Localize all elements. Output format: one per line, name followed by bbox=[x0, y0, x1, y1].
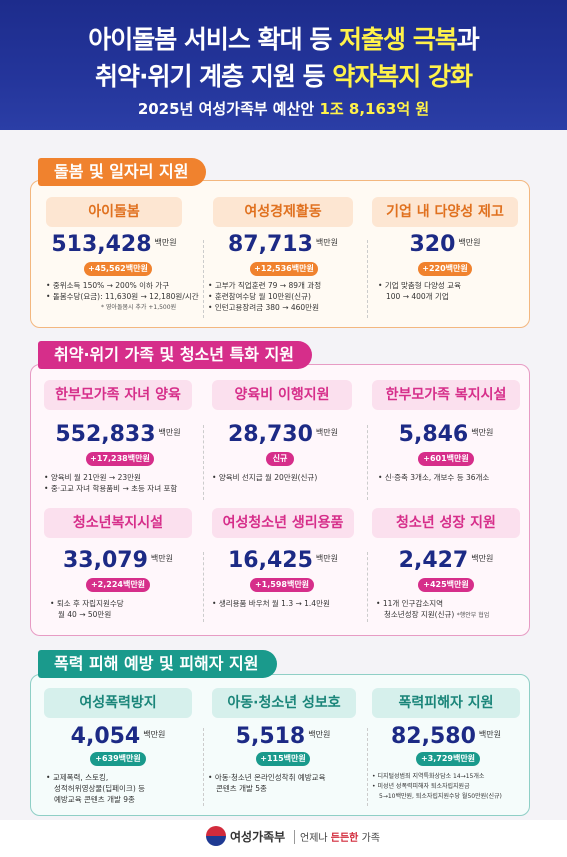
divider bbox=[367, 240, 368, 318]
divider bbox=[203, 240, 204, 318]
card-change-child-sexual-protection: +115백만원 bbox=[256, 752, 310, 766]
divider bbox=[367, 552, 368, 622]
card-amount-youth-growth: 2,427 백만원 bbox=[398, 548, 494, 573]
section-title-violence-prevention: 폭력 피해 예방 및 피해자 지원 bbox=[38, 650, 277, 678]
card-bullets-child-support: 양육비 선지급 월 20만원(신규) bbox=[212, 472, 317, 483]
card-title-single-parent-childrearing: 한부모가족 자녀 양육 bbox=[44, 380, 192, 410]
card-bullets-child-sexual-protection: 아동·청소년 온라인성착취 예방교육 콘텐츠 개발 5종 bbox=[208, 772, 326, 794]
card-amount-sanitary-products: 16,425 백만원 bbox=[228, 548, 338, 573]
card-bullets-youth-growth: 11개 인구감소지역 청소년성장 지원(신규) *행안부 협업 bbox=[376, 598, 489, 621]
card-change-women-economic: +12,536백만원 bbox=[250, 262, 318, 276]
divider bbox=[203, 425, 204, 500]
card-amount-diversity: 320 백만원 bbox=[409, 232, 481, 257]
card-bullets-single-parent-facilities: 신·증축 3개소, 개보수 등 36개소 bbox=[378, 472, 490, 483]
card-amount-child-support: 28,730 백만원 bbox=[228, 422, 338, 447]
card-title-sanitary-products: 여성청소년 생리용품 bbox=[212, 508, 354, 538]
card-bullets-single-parent-childrearing: 양육비 월 21만원 → 23만원 중·고교 자녀 학용품비 → 초등 자녀 포… bbox=[44, 472, 177, 494]
card-title-violence-victim-support: 폭력피해자 지원 bbox=[372, 688, 520, 718]
card-amount-single-parent-facilities: 5,846 백만원 bbox=[398, 422, 494, 447]
header-banner: 아이돌봄 서비스 확대 등 저출생 극복과 취약·위기 계층 지원 등 약자복지… bbox=[0, 0, 567, 130]
headline-line-1: 아이돌봄 서비스 확대 등 저출생 극복과 bbox=[88, 25, 480, 54]
divider bbox=[367, 728, 368, 806]
card-change-childcare: +45,562백만원 bbox=[84, 262, 152, 276]
footer bbox=[0, 820, 567, 857]
card-amount-youth-welfare: 33,079 백만원 bbox=[63, 548, 173, 573]
card-change-child-support: 신규 bbox=[266, 452, 294, 466]
divider bbox=[203, 552, 204, 622]
card-change-youth-welfare: +2,224백만원 bbox=[86, 578, 150, 592]
card-change-diversity: +220백만원 bbox=[418, 262, 472, 276]
card-bullets-childcare: 중위소득 150% → 200% 이하 가구 돌봄수당(요금): 11,630원… bbox=[46, 280, 199, 313]
card-bullets-women-violence-prevention: 교제폭력, 스토킹, 성적허위영상물(딥페이크) 등 예방교육 콘텐츠 개발 9… bbox=[46, 772, 145, 805]
divider bbox=[294, 830, 295, 844]
card-amount-women-violence-prevention: 4,054 백만원 bbox=[70, 724, 166, 749]
card-title-youth-welfare: 청소년복지시설 bbox=[44, 508, 192, 538]
card-change-violence-victim-support: +3,729백만원 bbox=[416, 752, 480, 766]
card-bullets-youth-welfare: 퇴소 후 자립지원수당 월 40 → 50만원 bbox=[50, 598, 124, 620]
card-title-youth-growth: 청소년 성장 지원 bbox=[372, 508, 520, 538]
card-amount-single-parent-childrearing: 552,833 백만원 bbox=[55, 422, 181, 447]
section-title-vulnerable-family: 취약·위기 가족 및 청소년 특화 지원 bbox=[38, 341, 313, 369]
card-amount-women-economic: 87,713 백만원 bbox=[228, 232, 338, 257]
card-title-childcare: 아이돌봄 bbox=[46, 197, 182, 227]
slogan: 언제나 든든한 가족 bbox=[300, 833, 380, 844]
card-title-women-economic: 여성경제활동 bbox=[213, 197, 353, 227]
card-change-sanitary-products: +1,598백만원 bbox=[250, 578, 314, 592]
card-amount-childcare: 513,428 백만원 bbox=[51, 232, 177, 257]
card-title-women-violence-prevention: 여성폭력방지 bbox=[44, 688, 192, 718]
card-title-diversity: 기업 내 다양성 제고 bbox=[372, 197, 518, 227]
card-change-single-parent-facilities: +601백만원 bbox=[418, 452, 474, 466]
card-bullets-violence-victim-support: 디지털성범죄 지역특화상담소 14→15개소 미성년 성폭력피해자 퇴소자립지원… bbox=[372, 772, 501, 802]
card-bullets-sanitary-products: 생리용품 바우처 월 1.3 → 1.4만원 bbox=[212, 598, 330, 609]
divider bbox=[203, 728, 204, 806]
headline-line-2: 취약·위기 계층 지원 등 약자복지 강화 bbox=[94, 62, 473, 91]
divider bbox=[367, 425, 368, 500]
card-title-child-support: 양육비 이행지원 bbox=[212, 380, 352, 410]
card-bullets-diversity: 기업 맞춤형 다양성 교육 100 → 400개 기업 bbox=[378, 280, 461, 302]
card-title-child-sexual-protection: 아동·청소년 성보호 bbox=[212, 688, 356, 718]
ministry-name: 여성가족부 bbox=[230, 830, 286, 844]
card-amount-violence-victim-support: 82,580 백만원 bbox=[391, 724, 501, 749]
card-amount-child-sexual-protection: 5,518 백만원 bbox=[235, 724, 331, 749]
card-change-youth-growth: +425백만원 bbox=[418, 578, 474, 592]
card-change-women-violence-prevention: +639백만원 bbox=[90, 752, 146, 766]
budget-subtitle: 2025년 여성가족부 예산안 1조 8,163억 원 bbox=[137, 100, 430, 118]
card-change-single-parent-childrearing: +17,238백만원 bbox=[86, 452, 154, 466]
ministry-emblem-icon bbox=[206, 826, 226, 846]
card-bullets-women-economic: 고부가 직업훈련 79 → 89개 과정 훈련참여수당 월 10만원(신규) 인… bbox=[208, 280, 321, 313]
card-title-single-parent-facilities: 한부모가족 복지시설 bbox=[372, 380, 520, 410]
section-title-care-jobs: 돌봄 및 일자리 지원 bbox=[38, 158, 207, 186]
